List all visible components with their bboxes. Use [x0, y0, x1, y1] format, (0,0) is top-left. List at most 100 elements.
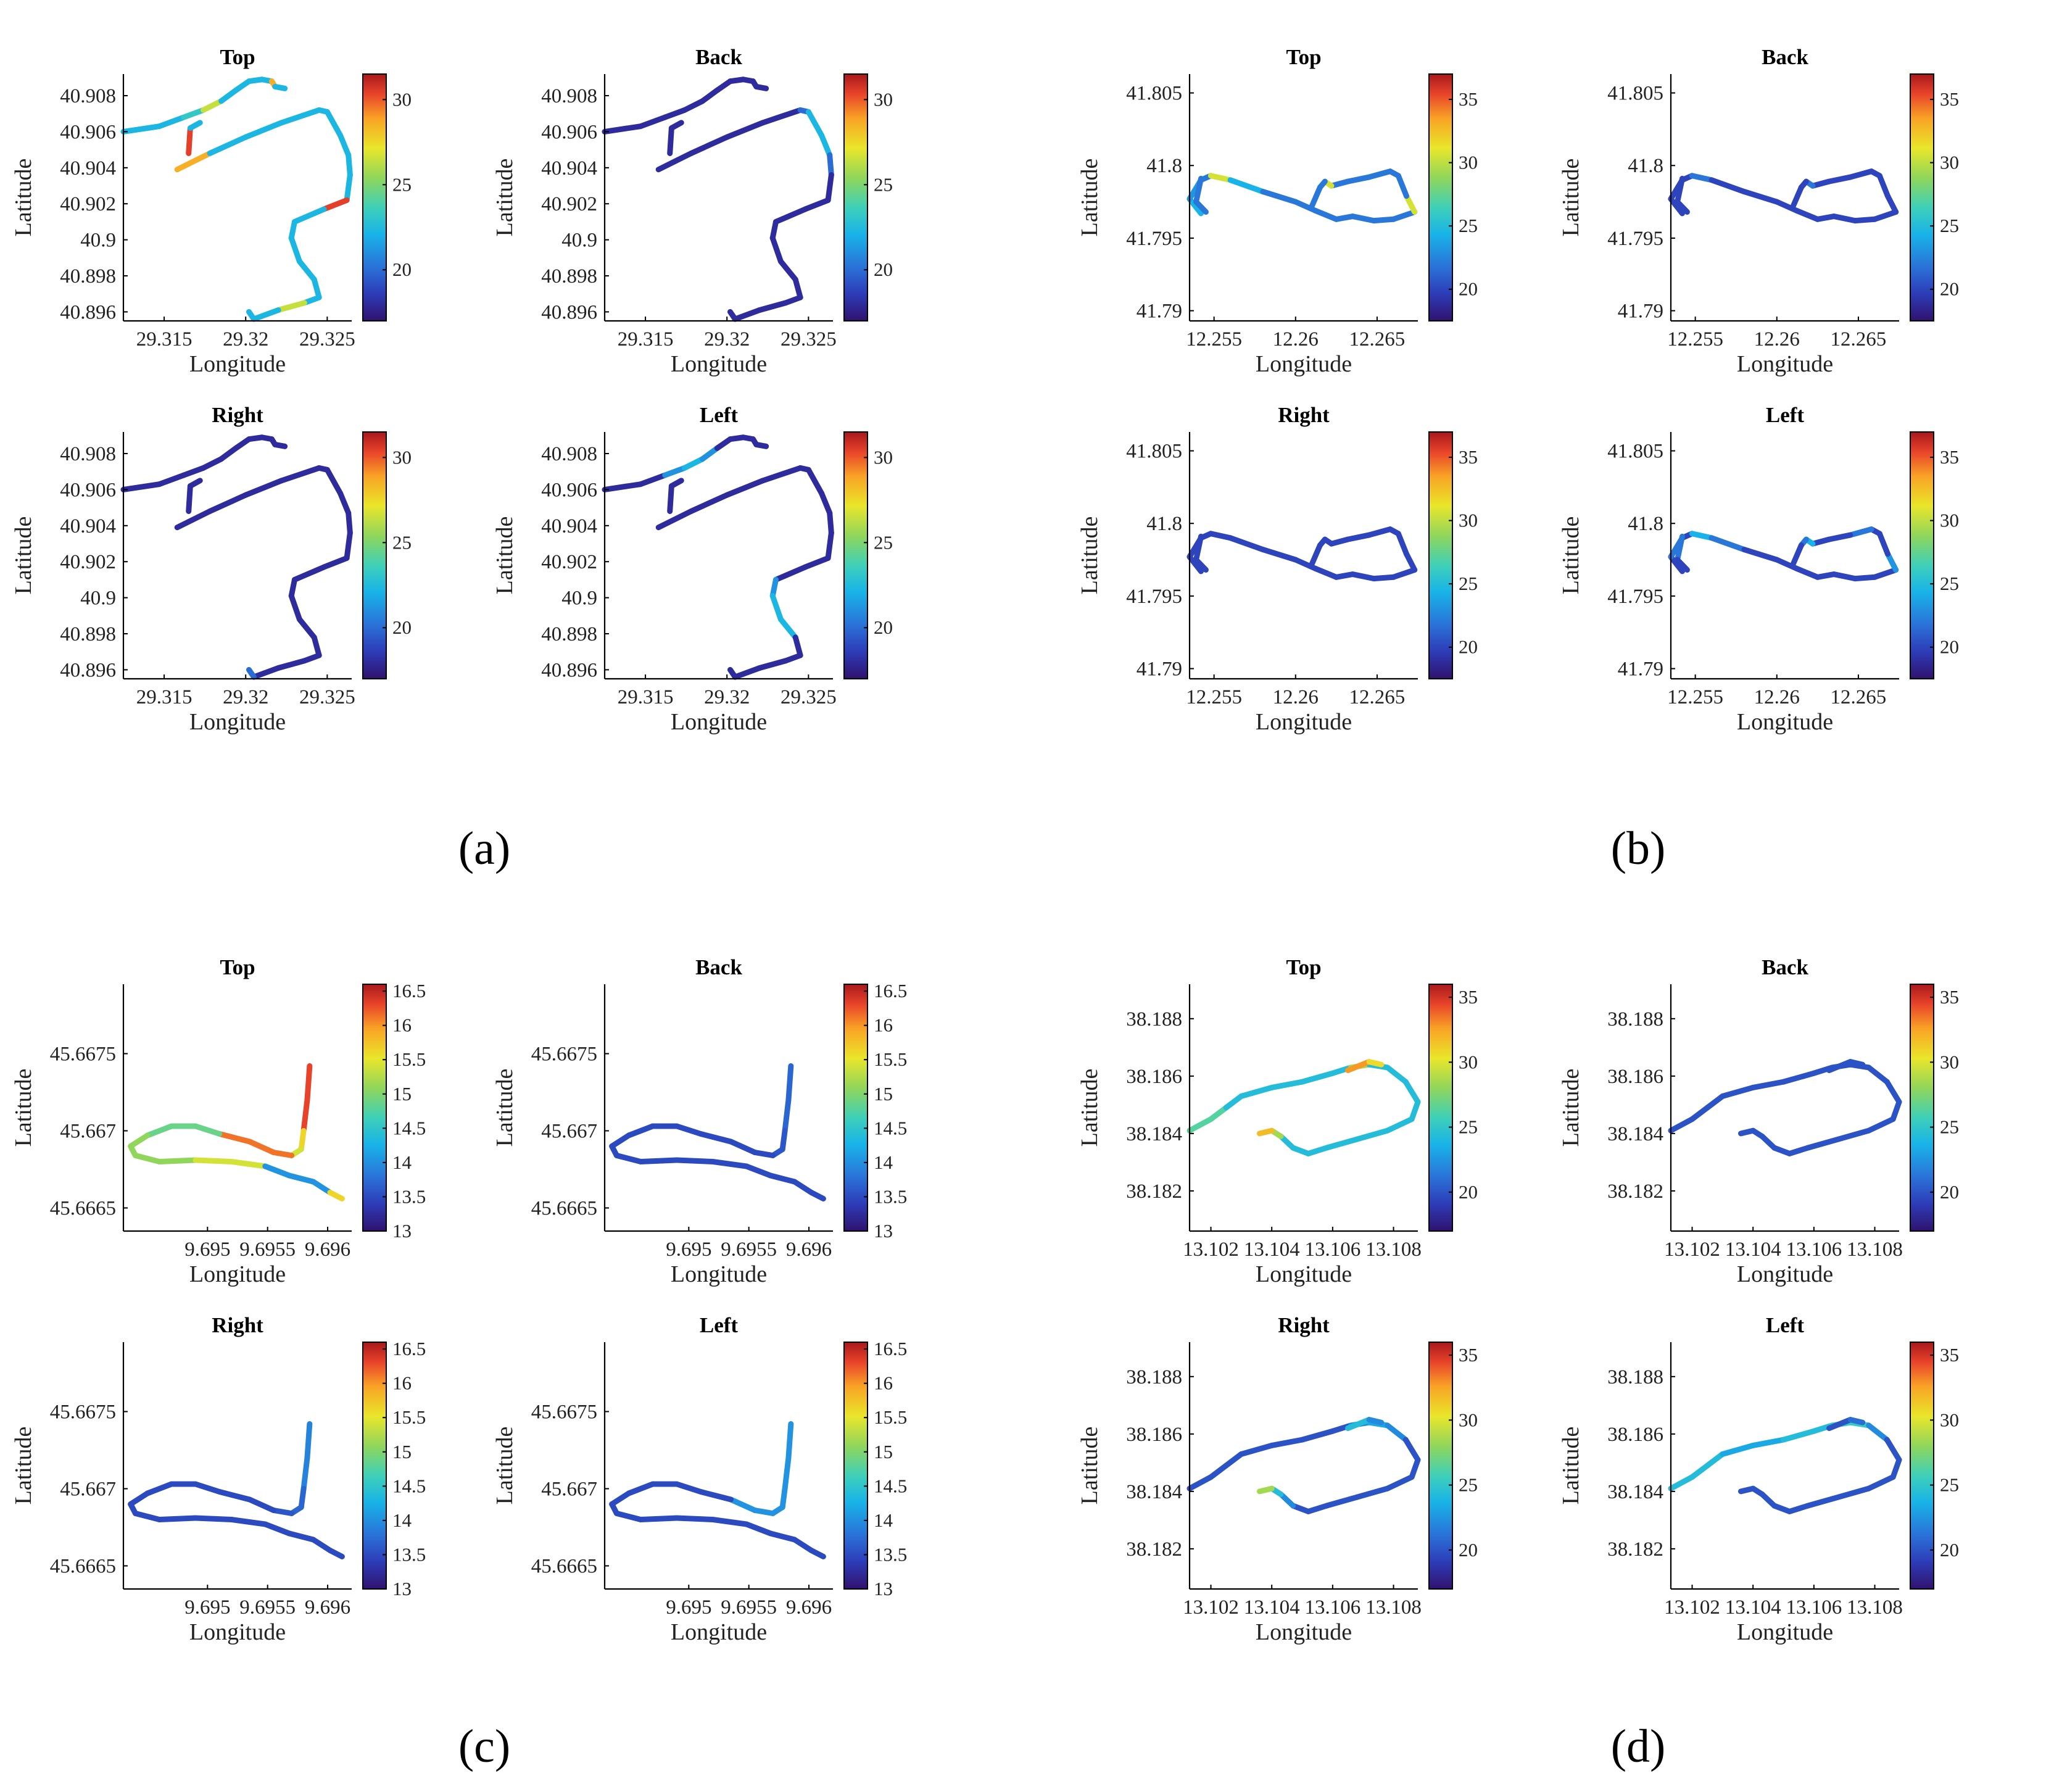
y-tick-label: 40.9 — [80, 587, 116, 610]
track-segment — [262, 1521, 292, 1537]
track-segment — [682, 98, 706, 113]
x-tick-label: 13.108 — [1847, 1596, 1903, 1619]
track-segment — [1208, 1462, 1229, 1480]
x-tick-label: 29.32 — [704, 328, 750, 351]
x-tick-label: 29.315 — [618, 686, 674, 708]
track-segment — [321, 555, 350, 570]
track-segment — [217, 1131, 252, 1145]
track-segment — [773, 206, 808, 225]
track-segment — [1786, 1503, 1811, 1514]
colorbar-tick-label: 20 — [1940, 278, 1959, 300]
x-tick-label: 13.102 — [1183, 1596, 1239, 1619]
track-segment — [1207, 173, 1233, 183]
track-segment — [193, 1157, 234, 1164]
colorbar-tick-label: 20 — [1459, 1181, 1478, 1203]
panel-title: Top — [1286, 955, 1321, 979]
track-segment — [1675, 533, 1685, 563]
y-tick-label: 41.8 — [1146, 155, 1182, 177]
y-tick-label: 40.902 — [541, 193, 597, 215]
subfigure-d: Top 13.102 13.104 13.106 13.108 38.182 38.184 3… — [1077, 955, 1959, 1772]
colorbar-tick-label: 16 — [392, 1372, 412, 1394]
x-tick-label: 9.696 — [786, 1238, 832, 1261]
y-tick-label: 40.902 — [541, 551, 597, 573]
colorbar-tick-label: 15 — [392, 1441, 412, 1462]
x-tick-label: 29.32 — [223, 328, 268, 351]
y-tick-label: 38.184 — [1126, 1123, 1182, 1145]
y-tick-label: 38.182 — [1126, 1180, 1182, 1203]
colorbar-tick-label: 30 — [1940, 152, 1959, 173]
track-segment — [1323, 1494, 1360, 1509]
colorbar — [362, 984, 387, 1232]
y-tick-label: 45.6675 — [50, 1043, 116, 1066]
subfigure-label: (d) — [1611, 1720, 1666, 1772]
x-tick-label: 13.106 — [1786, 1596, 1842, 1619]
track-segment — [246, 1496, 276, 1513]
colorbar-tick-label: 30 — [1459, 1409, 1478, 1430]
x-tick-label: 9.6955 — [721, 1238, 777, 1261]
track-segment — [1794, 565, 1821, 580]
x-tick-label: 29.32 — [223, 686, 268, 708]
y-tick-label: 38.184 — [1126, 1481, 1182, 1503]
colorbar-tick-label: 35 — [1459, 1344, 1478, 1366]
track-segment — [1312, 207, 1340, 222]
track-segment — [321, 197, 350, 212]
y-tick-label: 45.6665 — [50, 1556, 116, 1578]
x-tick-label: 9.695 — [666, 1596, 711, 1619]
colorbar-tick-label: 16 — [874, 1372, 893, 1394]
x-axis-label: Longitude — [1737, 1261, 1833, 1287]
track-segment — [1390, 209, 1418, 222]
y-tick-label: 40.904 — [541, 157, 597, 180]
track-segment — [1328, 178, 1351, 189]
panel-title: Right — [1278, 403, 1330, 427]
colorbar — [1910, 73, 1934, 321]
y-axis-label: Latitude — [492, 1069, 518, 1147]
track-segment — [1826, 1417, 1853, 1432]
track-segment — [156, 1515, 199, 1522]
track-segment — [156, 114, 187, 130]
track-segment — [1847, 1417, 1866, 1425]
track-segment — [1831, 571, 1858, 582]
track-segment — [773, 564, 808, 583]
y-tick-label: 38.188 — [1607, 1366, 1663, 1388]
x-axis-label: Longitude — [189, 1261, 286, 1287]
x-tick-label: 13.104 — [1725, 1238, 1781, 1261]
colorbar-tick-label: 25 — [1940, 215, 1959, 236]
x-tick-label: 29.315 — [136, 328, 193, 351]
colorbar-tick-label: 20 — [1940, 1539, 1959, 1561]
y-tick-label: 40.908 — [541, 85, 597, 107]
track-segment — [1223, 1451, 1244, 1469]
track-segment — [1366, 1059, 1385, 1068]
colorbar — [1428, 73, 1453, 321]
track-segment — [698, 1131, 734, 1145]
track-segment — [304, 1421, 313, 1461]
track-segment — [201, 456, 225, 471]
track-segment — [792, 634, 803, 658]
track-segment — [218, 87, 239, 104]
track-segment — [785, 1063, 794, 1103]
track-segment — [782, 1455, 792, 1491]
track-segment — [1774, 199, 1799, 214]
track-segment — [827, 510, 834, 536]
track-segment — [1354, 1127, 1391, 1142]
colorbar-tick-label: 15.5 — [874, 1048, 907, 1070]
colorbar-tick-label: 14.5 — [874, 1117, 907, 1139]
track-segment — [275, 300, 307, 313]
colorbar-tick-label: 15.5 — [392, 1406, 426, 1428]
panel-title: Top — [220, 955, 255, 979]
y-axis-label: Latitude — [1077, 1427, 1103, 1505]
colorbar-tick-label: 25 — [1940, 1116, 1959, 1138]
x-tick-label: 12.265 — [1831, 686, 1887, 708]
y-tick-label: 45.6675 — [531, 1043, 597, 1066]
panel-title: Right — [212, 403, 263, 427]
track-segment — [753, 441, 769, 449]
track-segment — [1810, 536, 1832, 547]
track-segment — [727, 666, 738, 680]
y-tick-label: 40.904 — [60, 157, 116, 180]
track-segment — [1404, 551, 1418, 573]
track-segment — [769, 235, 784, 265]
colorbar-tick-label: 30 — [1459, 510, 1478, 531]
x-tick-label: 9.695 — [184, 1238, 230, 1261]
y-tick-label: 40.904 — [541, 515, 597, 537]
track-segment — [1186, 1116, 1214, 1134]
